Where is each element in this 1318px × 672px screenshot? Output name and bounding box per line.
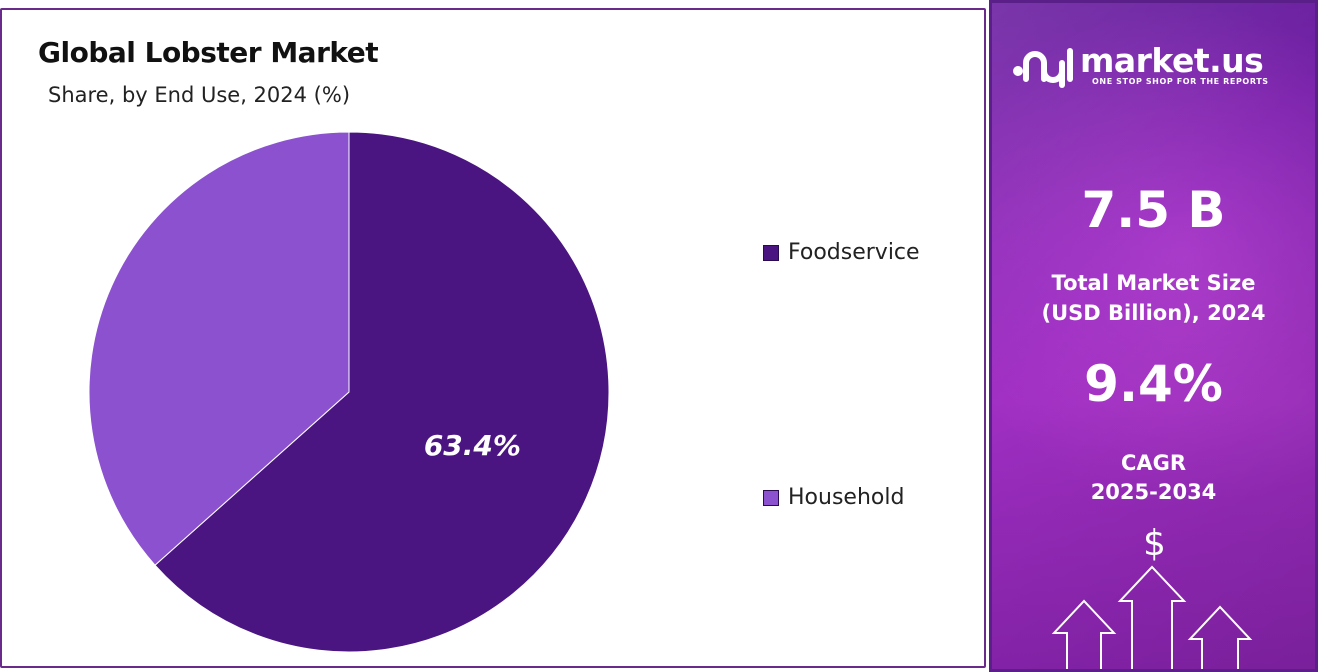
- market-size-value: 7.5 B: [1081, 181, 1226, 239]
- legend-item-foodservice: Foodservice: [763, 240, 920, 265]
- chart-title: Global Lobster Market: [38, 36, 379, 69]
- brand-name: market.us: [1080, 41, 1264, 80]
- market-size-label-line2: (USD Billion), 2024: [1041, 301, 1266, 325]
- up-arrow-icon: [1117, 565, 1187, 669]
- chart-subtitle: Share, by End Use, 2024 (%): [48, 83, 351, 107]
- dollar-icon: $: [1143, 523, 1166, 564]
- market-us-logo-icon: [1013, 48, 1073, 88]
- chart-panel: Global Lobster Market Share, by End Use,…: [0, 8, 986, 668]
- pie-slice-foodservice: [154, 131, 610, 653]
- cagr-label-line2: 2025-2034: [1090, 480, 1217, 504]
- growth-arrows: [1051, 565, 1253, 669]
- legend-swatch-foodservice: [763, 244, 779, 261]
- up-arrow-icon: [1187, 605, 1253, 669]
- up-arrow-icon: [1051, 599, 1117, 669]
- legend-label-household: Household: [788, 485, 905, 510]
- panel-background: [992, 3, 1315, 669]
- cagr-label-line1: CAGR: [1120, 451, 1187, 475]
- data-label-foodservice: 63.4%: [424, 429, 521, 462]
- legend-label-foodservice: Foodservice: [788, 240, 920, 265]
- brand-tagline: ONE STOP SHOP FOR THE REPORTS: [1092, 77, 1269, 86]
- cagr-value: 9.4%: [1084, 355, 1223, 413]
- legend-item-household: Household: [763, 485, 904, 510]
- market-size-label-line1: Total Market Size: [1051, 271, 1256, 295]
- legend-swatch-household: [763, 489, 779, 506]
- pie-slice-household: [88, 131, 350, 566]
- pie-chart: 63.4%: [88, 131, 610, 653]
- summary-panel: market.us ONE STOP SHOP FOR THE REPORTS …: [989, 0, 1318, 672]
